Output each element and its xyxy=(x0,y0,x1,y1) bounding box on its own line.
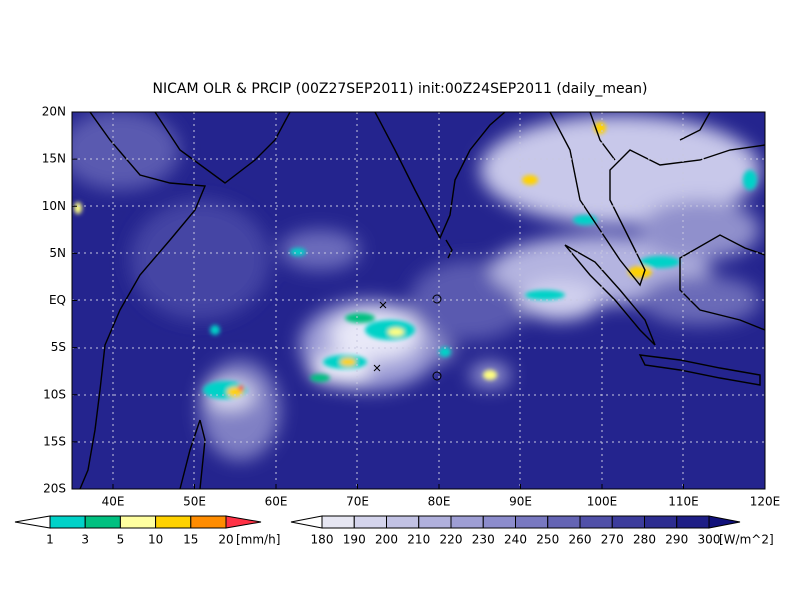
colorbar-label: 5 xyxy=(117,533,125,547)
lat-label: 10N xyxy=(42,199,66,213)
lon-label: 90E xyxy=(509,495,532,509)
lon-label: 50E xyxy=(183,495,206,509)
colorbar-box xyxy=(84,515,121,529)
precip-spots xyxy=(74,122,757,399)
colorbar-box xyxy=(547,515,581,529)
colorbar-label: 280 xyxy=(633,533,656,547)
colorbar-label: 15 xyxy=(183,533,198,547)
colorbars: 1 3 5 10 15 20 [mm/h] 180 190 200 210 220 230 240 250 2… xyxy=(14,515,774,547)
colorbar-label: 20 xyxy=(218,533,233,547)
colorbar-box xyxy=(119,515,157,529)
lat-label: 20N xyxy=(42,105,66,119)
lat-label: 20S xyxy=(43,482,66,496)
colorbar-label: 270 xyxy=(601,533,624,547)
colorbar-end xyxy=(14,515,51,529)
colorbar-box xyxy=(386,515,420,529)
colorbar-box xyxy=(418,515,452,529)
axis-labels: 20N 15N 10N 5N EQ 5S 10S 15S 20S 40E 50E 60E 70E 80E 9… xyxy=(42,105,781,509)
title: NICAM OLR & PRCIP (00Z27SEP2011) init:00… xyxy=(152,81,647,97)
colorbar-label: 190 xyxy=(343,533,366,547)
grid xyxy=(72,112,765,489)
colorbar-unit: [mm/h] xyxy=(236,533,280,547)
lat-label: 5S xyxy=(51,340,66,354)
colorbar-label: 240 xyxy=(504,533,527,547)
lat-label: EQ xyxy=(49,293,66,307)
colorbar-end xyxy=(708,515,741,529)
colorbar-box xyxy=(49,515,86,529)
lon-label: 60E xyxy=(265,495,288,509)
colorbar-label: 230 xyxy=(472,533,495,547)
colorbar-label: 180 xyxy=(311,533,334,547)
lon-label: 80E xyxy=(428,495,451,509)
colorbar-box xyxy=(450,515,484,529)
colorbar-label: 200 xyxy=(375,533,398,547)
markers xyxy=(373,294,442,381)
lat-label: 5N xyxy=(49,246,66,260)
colorbar-box xyxy=(321,515,355,529)
colorbar-label: 300 xyxy=(698,533,721,547)
lat-label: 15N xyxy=(42,152,66,166)
lon-label: 100E xyxy=(587,495,618,509)
map xyxy=(72,112,765,489)
colorbar-box xyxy=(579,515,613,529)
colorbar-box xyxy=(190,515,227,529)
lon-label: 70E xyxy=(346,495,369,509)
colorbar-box xyxy=(155,515,192,529)
lat-label: 15S xyxy=(43,434,66,448)
cloud-field xyxy=(72,112,760,460)
colorbar-end xyxy=(225,515,262,529)
colorbar-label: 250 xyxy=(536,533,559,547)
lat-label: 10S xyxy=(43,387,66,401)
colorbar-label: 220 xyxy=(440,533,463,547)
colorbar-label: 3 xyxy=(81,533,89,547)
colorbar-label: 210 xyxy=(407,533,430,547)
colorbar-label: 10 xyxy=(148,533,163,547)
colorbar-unit: [W/m^2] xyxy=(719,533,774,547)
colorbar-label: 260 xyxy=(569,533,592,547)
colorbar-box xyxy=(515,515,549,529)
colorbar-box xyxy=(353,515,387,529)
colorbar-end xyxy=(290,515,323,529)
lon-label: 110E xyxy=(668,495,699,509)
colorbar-box xyxy=(482,515,516,529)
lon-label: 40E xyxy=(102,495,125,509)
coastlines xyxy=(79,112,765,489)
lon-label: 120E xyxy=(750,495,781,509)
colorbar-box xyxy=(676,515,710,529)
colorbar-box xyxy=(611,515,645,529)
colorbar-box xyxy=(644,515,678,529)
colorbar-label: 1 xyxy=(46,533,54,547)
colorbar-label: 290 xyxy=(665,533,688,547)
